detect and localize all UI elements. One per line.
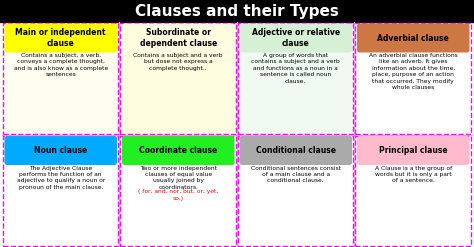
Bar <box>2 22 119 135</box>
FancyBboxPatch shape <box>122 23 235 53</box>
Text: Noun clause: Noun clause <box>34 146 87 155</box>
FancyBboxPatch shape <box>239 136 352 165</box>
Bar <box>119 22 237 135</box>
Text: An adverbial clause functions
like an adverb. It gives
information about the tim: An adverbial clause functions like an ad… <box>369 53 457 90</box>
Bar <box>120 136 236 246</box>
Text: Clauses and their Types: Clauses and their Types <box>135 3 339 19</box>
Bar <box>355 135 472 247</box>
Text: A group of words that
contains a subject and a verb
and functions as a noun in a: A group of words that contains a subject… <box>251 53 340 83</box>
Bar <box>120 23 236 133</box>
Bar <box>356 23 471 133</box>
Bar <box>356 136 471 246</box>
Bar <box>238 23 354 133</box>
Bar <box>119 135 237 247</box>
Bar <box>238 136 354 246</box>
Text: Subordinate or
dependent clause: Subordinate or dependent clause <box>140 28 217 48</box>
Text: Contains a subject, a verb,
conveys a complete thought,
and is also know as a co: Contains a subject, a verb, conveys a co… <box>14 53 108 77</box>
FancyBboxPatch shape <box>122 136 235 165</box>
Text: Coordinate clause: Coordinate clause <box>139 146 218 155</box>
Bar <box>237 135 355 247</box>
Text: Conditional clause: Conditional clause <box>256 146 336 155</box>
Text: Contains a subject and a verb
but dose not express a
complete thought..: Contains a subject and a verb but dose n… <box>134 53 223 71</box>
Bar <box>355 22 472 135</box>
FancyBboxPatch shape <box>357 136 470 165</box>
Text: Adjective or relative
clause: Adjective or relative clause <box>252 28 340 48</box>
FancyBboxPatch shape <box>239 23 352 53</box>
Bar <box>0 0 474 22</box>
Text: A Clause is a the group of
words but it is only a part
of a sentence.: A Clause is a the group of words but it … <box>374 165 452 183</box>
Text: Adverbial clause: Adverbial clause <box>377 34 449 42</box>
Text: Main or independent
clause: Main or independent clause <box>16 28 106 48</box>
Text: ( for, and, nor, but, or, yet,
so,): ( for, and, nor, but, or, yet, so,) <box>138 189 219 201</box>
FancyBboxPatch shape <box>4 23 117 53</box>
Text: Principal clause: Principal clause <box>379 146 447 155</box>
Bar <box>237 22 355 135</box>
FancyBboxPatch shape <box>4 136 117 165</box>
Text: Two or more independent
clauses of equal value
usually joined by
coordinators.: Two or more independent clauses of equal… <box>140 165 217 190</box>
Bar <box>2 135 119 247</box>
Bar <box>3 23 118 133</box>
Text: Conditional sentences consist
of a main clause and a
conditional clause.: Conditional sentences consist of a main … <box>251 165 341 183</box>
Text: The Adjective Clause
performs the function of an
adjective to qualify a noun or
: The Adjective Clause performs the functi… <box>17 165 105 190</box>
FancyBboxPatch shape <box>357 23 470 53</box>
Bar <box>3 136 118 246</box>
